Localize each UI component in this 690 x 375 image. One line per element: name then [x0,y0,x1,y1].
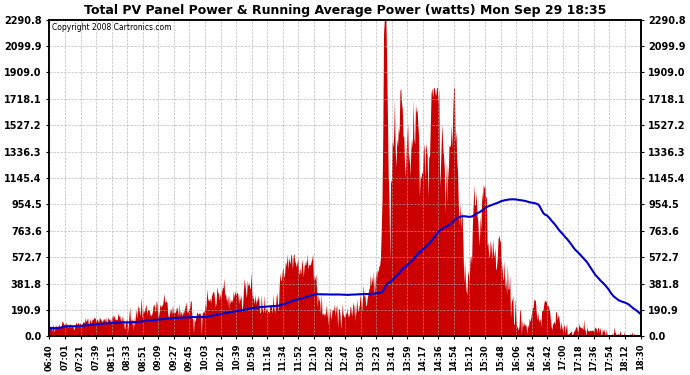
Text: Copyright 2008 Cartronics.com: Copyright 2008 Cartronics.com [52,23,172,32]
Title: Total PV Panel Power & Running Average Power (watts) Mon Sep 29 18:35: Total PV Panel Power & Running Average P… [83,4,607,17]
